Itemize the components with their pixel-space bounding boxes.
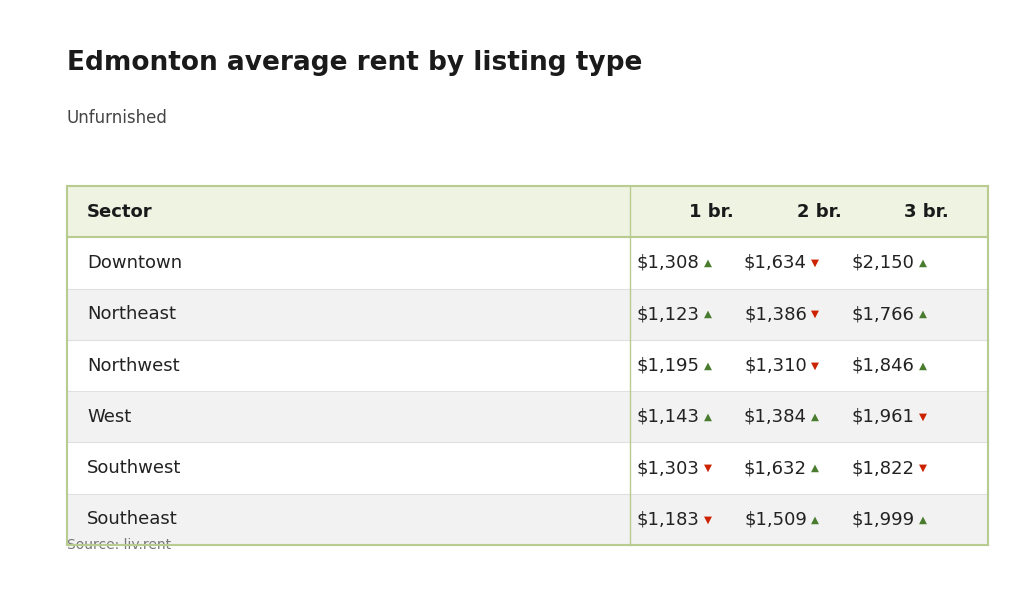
Text: Sector: Sector bbox=[87, 202, 153, 221]
Text: 2 br.: 2 br. bbox=[797, 202, 842, 221]
Bar bbox=[67, 186, 988, 237]
Bar bbox=[67, 237, 988, 289]
Text: ▼: ▼ bbox=[703, 463, 712, 473]
Text: $1,822: $1,822 bbox=[851, 459, 914, 477]
Bar bbox=[67, 340, 988, 391]
Bar bbox=[67, 442, 988, 494]
Text: $1,846: $1,846 bbox=[852, 356, 914, 375]
Text: $1,999: $1,999 bbox=[851, 510, 914, 529]
Text: Source: liv.rent: Source: liv.rent bbox=[67, 537, 171, 552]
Text: $1,303: $1,303 bbox=[637, 459, 699, 477]
Text: Unfurnished: Unfurnished bbox=[67, 109, 168, 127]
Text: $1,143: $1,143 bbox=[636, 408, 699, 426]
Bar bbox=[67, 494, 988, 545]
Text: Downtown: Downtown bbox=[87, 254, 182, 272]
Text: Edmonton average rent by listing type: Edmonton average rent by listing type bbox=[67, 50, 642, 76]
Text: Northwest: Northwest bbox=[87, 356, 179, 375]
Text: $1,961: $1,961 bbox=[852, 408, 914, 426]
Text: Southeast: Southeast bbox=[87, 510, 178, 529]
Text: ▼: ▼ bbox=[811, 258, 819, 268]
Text: ▲: ▲ bbox=[811, 463, 819, 473]
Text: $1,384: $1,384 bbox=[743, 408, 807, 426]
Text: ▼: ▼ bbox=[703, 514, 712, 525]
Text: $1,123: $1,123 bbox=[636, 305, 699, 323]
Text: $1,766: $1,766 bbox=[852, 305, 914, 323]
Bar bbox=[67, 289, 988, 340]
Text: ▼: ▼ bbox=[919, 463, 927, 473]
Text: $2,150: $2,150 bbox=[852, 254, 914, 272]
Text: ▲: ▲ bbox=[703, 258, 712, 268]
Text: $1,308: $1,308 bbox=[637, 254, 699, 272]
Text: Southwest: Southwest bbox=[87, 459, 181, 477]
Text: ▲: ▲ bbox=[919, 258, 927, 268]
Text: ▼: ▼ bbox=[811, 309, 819, 319]
Text: ▲: ▲ bbox=[811, 514, 819, 525]
Text: $1,310: $1,310 bbox=[744, 356, 807, 375]
Text: $1,195: $1,195 bbox=[636, 356, 699, 375]
Text: ▲: ▲ bbox=[703, 309, 712, 319]
Text: ▲: ▲ bbox=[919, 309, 927, 319]
Text: $1,386: $1,386 bbox=[744, 305, 807, 323]
Text: ▲: ▲ bbox=[919, 360, 927, 371]
Text: 1 br.: 1 br. bbox=[689, 202, 734, 221]
Text: ▲: ▲ bbox=[703, 412, 712, 422]
Text: West: West bbox=[87, 408, 131, 426]
Text: 3 br.: 3 br. bbox=[904, 202, 949, 221]
Text: $1,634: $1,634 bbox=[743, 254, 807, 272]
Text: $1,183: $1,183 bbox=[637, 510, 699, 529]
Text: ▲: ▲ bbox=[811, 412, 819, 422]
Text: Northeast: Northeast bbox=[87, 305, 176, 323]
Text: ▲: ▲ bbox=[703, 360, 712, 371]
Text: ▼: ▼ bbox=[811, 360, 819, 371]
Text: $1,509: $1,509 bbox=[744, 510, 807, 529]
Text: ▼: ▼ bbox=[919, 412, 927, 422]
Text: $1,632: $1,632 bbox=[743, 459, 807, 477]
Text: ▲: ▲ bbox=[919, 514, 927, 525]
Bar bbox=[67, 391, 988, 442]
